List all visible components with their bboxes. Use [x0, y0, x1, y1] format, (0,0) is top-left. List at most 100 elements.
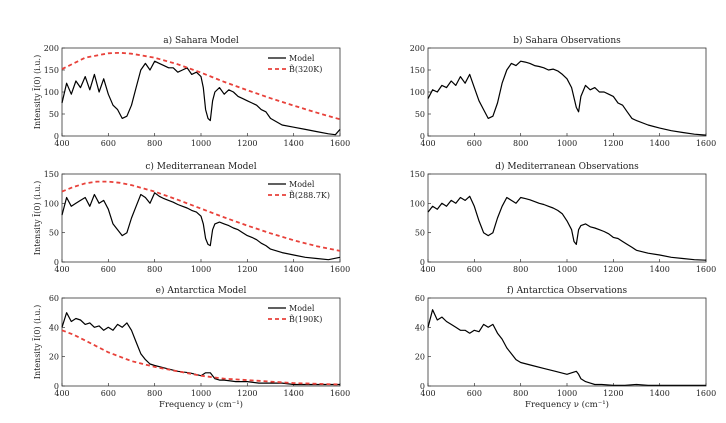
y-tick-label: 40 — [49, 323, 59, 332]
y-tick-label: 100 — [44, 199, 59, 208]
x-tick-label: 1000 — [191, 389, 211, 398]
y-tick-label: 20 — [415, 353, 425, 362]
legend-label: B̃(288.7K) — [289, 191, 330, 200]
y-tick-label: 0 — [420, 382, 425, 391]
x-tick-label: 1400 — [283, 389, 303, 398]
y-tick-label: 150 — [410, 66, 425, 75]
series-line-1 — [427, 60, 707, 136]
x-tick-label: 600 — [101, 265, 116, 274]
y-tick-label: 0 — [54, 132, 59, 141]
series-line-2 — [61, 51, 341, 121]
series-line-1 — [61, 60, 341, 136]
x-tick-label: 400 — [54, 389, 69, 398]
x-tick-label: 1000 — [557, 139, 577, 148]
plot-frame — [427, 173, 707, 263]
x-tick-label: 600 — [467, 265, 482, 274]
x-tick-label: 1600 — [696, 389, 716, 398]
chart-title: b) Sahara Observations — [513, 35, 621, 46]
series-line-2 — [61, 180, 341, 252]
x-tick-label: 800 — [513, 139, 528, 148]
y-tick-label: 0 — [54, 258, 59, 267]
y-tick-label: 60 — [49, 294, 59, 303]
x-tick-label: 400 — [420, 139, 435, 148]
x-tick-label: 800 — [147, 265, 162, 274]
y-tick-label: 0 — [420, 258, 425, 267]
x-tick-label: 800 — [513, 265, 528, 274]
x-tick-label: 1200 — [603, 139, 623, 148]
y-tick-label: 0 — [420, 132, 425, 141]
legend-label: Model — [289, 180, 315, 189]
legend-label: Model — [289, 54, 315, 63]
x-tick-label: 400 — [420, 265, 435, 274]
y-tick-label: 100 — [44, 88, 59, 97]
y-tick-label: 50 — [415, 110, 425, 119]
y-tick-label: 200 — [44, 44, 59, 53]
x-tick-label: 1200 — [237, 265, 257, 274]
legend-label: Model — [289, 304, 315, 313]
series-line-1 — [61, 312, 340, 386]
y-tick-label: 150 — [44, 66, 59, 75]
y-tick-label: 50 — [415, 229, 425, 238]
y-axis-label: Intensity Ĩ(0) (i.u.) — [33, 55, 42, 129]
x-tick-label: 1600 — [330, 139, 350, 148]
x-tick-label: 1200 — [237, 139, 257, 148]
y-tick-label: 50 — [49, 110, 59, 119]
x-tick-label: 1600 — [696, 265, 716, 274]
y-tick-label: 40 — [415, 323, 425, 332]
chart-title: a) Sahara Model — [163, 35, 239, 46]
legend-label: B̃(190K) — [289, 315, 322, 324]
x-tick-label: 400 — [54, 139, 69, 148]
x-tick-label: 400 — [420, 389, 435, 398]
chart-panel-4: d) Mediterranean Observations 400 600 800 10… — [410, 161, 716, 274]
y-axis-label: Intensity Ĩ(0) (i.u.) — [33, 305, 42, 379]
x-tick-label: 1400 — [649, 265, 669, 274]
x-tick-label: 800 — [513, 389, 528, 398]
x-tick-label: 1200 — [603, 389, 623, 398]
series-line-1 — [61, 192, 341, 261]
x-tick-label: 1200 — [237, 389, 257, 398]
x-tick-label: 400 — [54, 265, 69, 274]
x-axis-label: Frequency ν (cm⁻¹) — [525, 399, 609, 410]
x-tick-label: 800 — [147, 139, 162, 148]
x-axis-label: Frequency ν (cm⁻¹) — [159, 399, 243, 410]
x-tick-label: 1000 — [557, 265, 577, 274]
y-tick-label: 150 — [44, 170, 59, 179]
x-tick-label: 1600 — [330, 265, 350, 274]
x-tick-label: 1000 — [191, 265, 211, 274]
x-tick-label: 1000 — [191, 139, 211, 148]
y-axis-label: Intensity Ĩ(0) (i.u.) — [33, 181, 42, 255]
x-tick-label: 600 — [467, 139, 482, 148]
y-tick-label: 60 — [415, 294, 425, 303]
chart-title: f) Antarctica Observations — [507, 285, 628, 296]
chart-title: c) Mediterranean Model — [145, 161, 256, 172]
y-tick-label: 200 — [410, 44, 425, 53]
chart-title: e) Antarctica Model — [156, 285, 247, 296]
x-tick-label: 1400 — [649, 389, 669, 398]
plot-frame — [427, 47, 707, 137]
series-line-1 — [427, 309, 706, 386]
x-tick-label: 1400 — [283, 265, 303, 274]
legend-label: B̃(320K) — [289, 65, 322, 74]
x-tick-label: 1400 — [283, 139, 303, 148]
y-tick-label: 0 — [54, 382, 59, 391]
x-tick-label: 1600 — [696, 139, 716, 148]
y-tick-label: 150 — [410, 170, 425, 179]
plot-frame — [427, 297, 707, 387]
chart-title: d) Mediterranean Observations — [495, 161, 639, 172]
y-tick-label: 20 — [49, 353, 59, 362]
x-tick-label: 1200 — [603, 265, 623, 274]
x-tick-label: 1600 — [330, 389, 350, 398]
x-tick-label: 1400 — [649, 139, 669, 148]
y-tick-label: 100 — [410, 88, 425, 97]
x-tick-label: 800 — [147, 389, 162, 398]
x-tick-label: 1000 — [557, 389, 577, 398]
x-tick-label: 600 — [467, 389, 482, 398]
x-tick-label: 600 — [101, 139, 116, 148]
y-tick-label: 50 — [49, 229, 59, 238]
series-line-2 — [61, 329, 341, 386]
